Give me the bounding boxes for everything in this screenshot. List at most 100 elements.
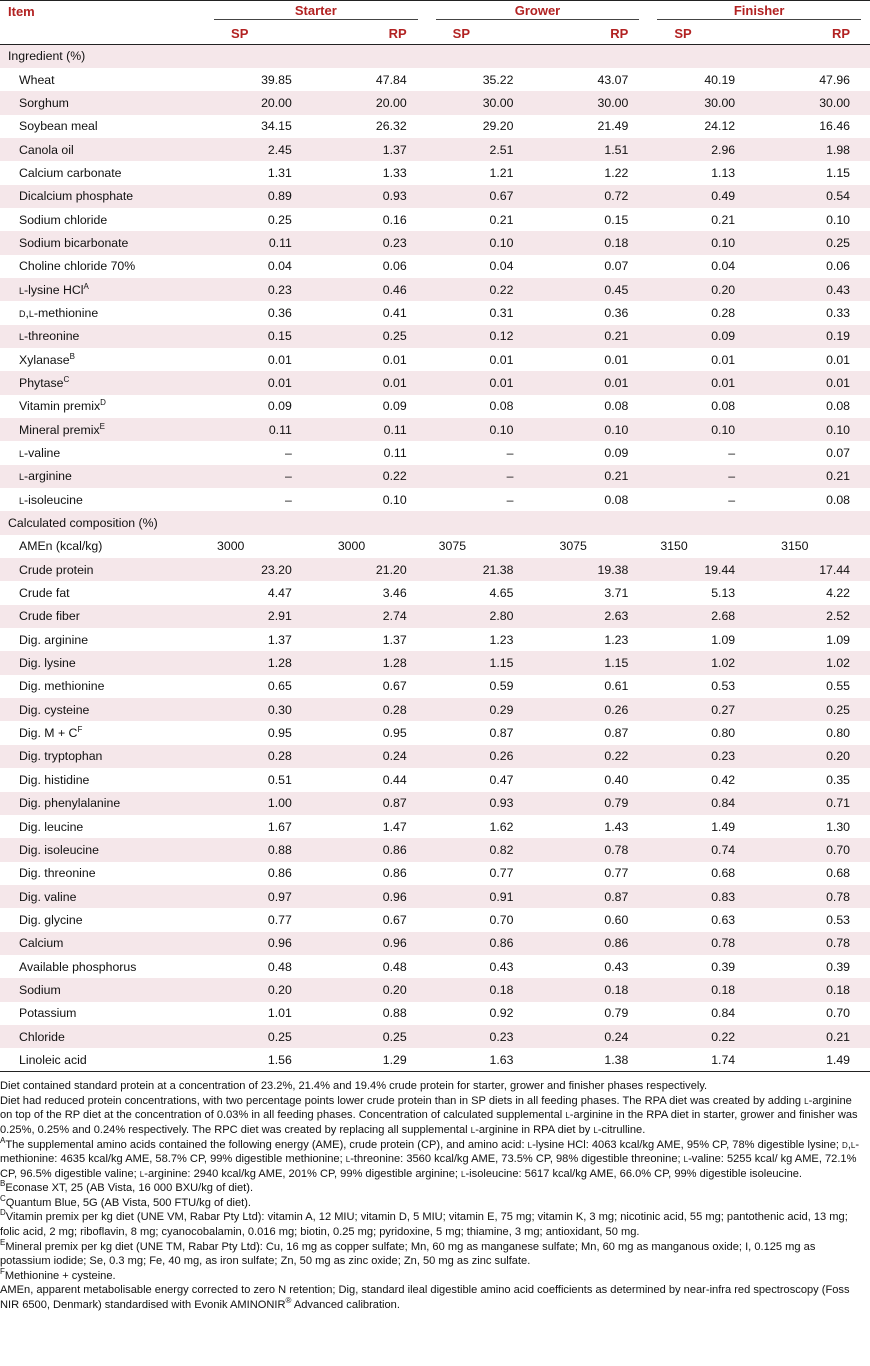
value-cell: – [506, 469, 514, 484]
table-row: Calcium carbonate 1.31 1.33 1.21 1.22 1.13 1.1… [0, 161, 870, 185]
row-label-text: Dig. phenylalanine [19, 796, 121, 811]
value-cell: 1.49 [759, 1048, 870, 1073]
table-row: Vitamin premixD 0.09 0.09 0.08 0.08 0.08 0.08 [0, 394, 870, 418]
value-cell: 0.21 [826, 469, 850, 484]
value-cell: 0.39 [711, 959, 736, 974]
value-cell: 1.37 [382, 142, 407, 157]
value-cell: 47.84 [375, 72, 407, 87]
footnote-text: -arginine in RPA diet by [475, 1123, 594, 1136]
value-cell: 35.22 [482, 72, 514, 87]
footnote-text: -citrulline. [597, 1123, 646, 1136]
value-cell: 0.23 [382, 235, 407, 250]
value-cell: 0.11 [383, 422, 407, 437]
value-cell: 0.78 [604, 842, 629, 857]
value-cell: 0.88 [382, 1006, 407, 1021]
value-cell: 1.15 [604, 656, 629, 671]
value-cell: – [506, 446, 514, 461]
value-cell: 0.40 [604, 772, 629, 787]
value-cell: 0.11 [383, 446, 407, 461]
value-cell: 0.43 [489, 959, 514, 974]
value-cell: 47.96 [819, 72, 850, 87]
value-cell: 0.80 [826, 726, 850, 741]
row-label-text: -threonine [24, 329, 80, 344]
phase-label: Starter [213, 3, 418, 20]
footnote-b: BEconase XT, 25 (AB Vista, 16 000 BXU/kg… [0, 1180, 866, 1196]
value-cell: 0.80 [711, 726, 736, 741]
table-row: Mineral premixE 0.11 0.11 0.10 0.10 0.10 0.10 [0, 418, 870, 442]
value-cell: 3075 [559, 539, 587, 554]
value-cell: – [728, 469, 736, 484]
value-cell: 0.77 [267, 912, 292, 927]
value-cell: 5.13 [711, 586, 736, 601]
row-label: Sorghum [0, 91, 205, 114]
value-cell: – [728, 492, 736, 507]
row-label: Dig. valine [0, 885, 205, 908]
value-cell: 0.65 [267, 679, 292, 694]
value-cell: 0.20 [382, 982, 407, 997]
table-row: XylanaseB 0.01 0.01 0.01 0.01 0.01 0.01 [0, 347, 870, 372]
value-cell: 0.68 [826, 866, 850, 881]
row-label-text: AMEn (kcal/kg) [19, 539, 103, 554]
diet-composition-table: Item Starter Grower Finisher SP RP SP RP… [0, 0, 870, 1073]
table-row: Dig. M + CF 0.95 0.95 0.87 0.87 0.80 0.80 [0, 721, 870, 745]
value-cell: 1.98 [826, 142, 850, 157]
value-cell: 1.56 [205, 1048, 316, 1073]
value-cell: 1.51 [604, 142, 629, 157]
footnote-text: Econase XT, 25 (AB Vista, 16 000 BXU/kg … [5, 1182, 254, 1195]
value-cell: 0.23 [267, 282, 292, 297]
row-label-text: Available phosphorus [19, 959, 137, 974]
value-cell: 0.92 [489, 1006, 514, 1021]
row-label-text: Wheat [19, 72, 55, 87]
value-cell: 0.19 [826, 329, 850, 344]
footnote-text: Diet contained standard protein at a con… [0, 1080, 708, 1093]
value-cell: 0.24 [382, 749, 407, 764]
value-cell: 1.28 [267, 656, 292, 671]
row-label-text: Crude fat [19, 586, 70, 601]
value-cell: 0.04 [489, 259, 514, 274]
value-cell: 0.86 [489, 936, 514, 951]
value-cell: 0.11 [268, 235, 292, 250]
value-cell: 0.48 [267, 959, 292, 974]
table-body: Ingredient (%) Wheat 39.85 47.84 35.22 43.07 4… [0, 44, 870, 1073]
value-cell: 24.12 [704, 119, 736, 134]
row-label-text: Crude fiber [19, 609, 80, 624]
row-label-text: Xylanase [19, 352, 70, 367]
value-cell: 0.68 [711, 866, 736, 881]
rp-column-header: RP [759, 22, 870, 45]
value-cell: 1.15 [826, 165, 850, 180]
footnote-text: -arginine: 2940 kcal/kg AME, 201% CP, 99… [144, 1167, 462, 1180]
row-label: Canola oil [0, 138, 205, 161]
small-caps-prefix: l [19, 282, 25, 297]
value-cell: 0.11 [268, 422, 292, 437]
value-cell: 0.08 [604, 399, 629, 414]
table-row: Dig. tryptophan 0.28 0.24 0.26 0.22 0.23 0.20 [0, 744, 870, 769]
row-label-text: Dig. isoleucine [19, 842, 99, 857]
row-label: XylanaseB [0, 348, 205, 371]
phase-header-grower: Grower [426, 0, 649, 22]
row-label: Dicalcium phosphate [0, 185, 205, 208]
table-footnotes: Diet contained standard protein at a con… [0, 1072, 870, 1313]
value-cell: 1.29 [315, 1048, 427, 1073]
value-cell: 20.00 [375, 95, 407, 110]
row-label: Linoleic acid [0, 1048, 206, 1073]
value-cell: 0.61 [604, 679, 629, 694]
section-title: Ingredient (%) [8, 49, 86, 64]
value-cell: 0.10 [604, 422, 629, 437]
row-label-text: Sodium bicarbonate [19, 235, 129, 250]
value-cell: 1.43 [604, 819, 629, 834]
value-cell: 0.95 [267, 726, 292, 741]
value-cell: 0.08 [604, 492, 629, 507]
value-cell: 1.21 [489, 165, 514, 180]
value-cell: 0.96 [382, 936, 407, 951]
value-cell: 0.24 [604, 1029, 629, 1044]
value-cell: 3.71 [604, 586, 629, 601]
value-cell: 1.31 [267, 165, 292, 180]
value-cell: 0.06 [826, 259, 850, 274]
value-cell: 1.15 [489, 656, 514, 671]
row-label-text: Phytase [19, 375, 64, 390]
phase-label: Finisher [657, 3, 862, 20]
value-cell: 1.62 [489, 819, 514, 834]
value-cell: 1.47 [382, 819, 407, 834]
table-row: Dig. methionine 0.65 0.67 0.59 0.61 0.53 0.55 [0, 674, 870, 699]
value-cell: 0.21 [489, 212, 514, 227]
